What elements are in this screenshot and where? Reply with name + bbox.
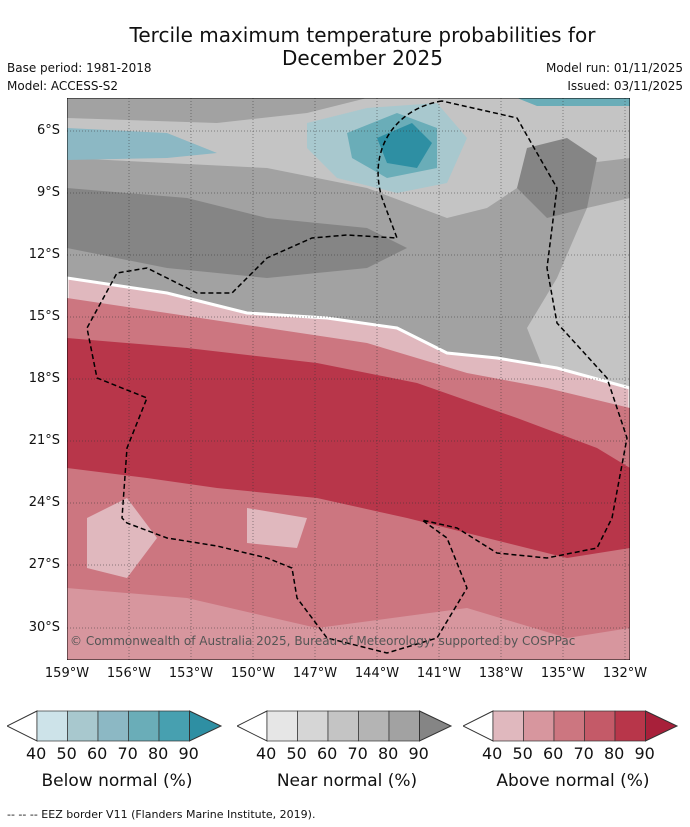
lon-label: 153°W <box>168 666 214 681</box>
lat-label: 27°S <box>28 557 60 572</box>
colorbar-tick: 60 <box>317 744 338 763</box>
colorbar-tick: 50 <box>512 744 533 763</box>
colorbar-tick: 50 <box>286 744 307 763</box>
lon-label: 141°W <box>416 666 462 681</box>
model-run: Model run: 01/11/2025 <box>545 61 683 75</box>
colorbar-swatch <box>67 710 99 742</box>
colorbar-tick: 70 <box>573 744 594 763</box>
colorbar-title: Near normal (%) <box>276 771 418 791</box>
colorbar-tick: 70 <box>347 744 368 763</box>
below-normal-core <box>377 123 432 168</box>
colorbar-title: Below normal (%) <box>41 771 193 791</box>
colorbar-swatch <box>492 710 524 742</box>
colorbar-swatch <box>128 710 160 742</box>
gridlines <box>67 98 630 660</box>
base-period: Base period: 1981-2018 <box>7 61 152 75</box>
colorbar-swatch <box>158 710 190 742</box>
colorbar-swatch <box>7 710 38 742</box>
colorbar-swatch <box>358 710 390 742</box>
issued-date: Issued: 03/11/2025 <box>567 79 683 93</box>
lat-label: 12°S <box>28 247 60 262</box>
lon-label: 138°W <box>478 666 524 681</box>
colorbar-swatch <box>614 710 646 742</box>
colorbar-swatch <box>523 710 555 742</box>
colorbar <box>463 710 679 742</box>
title-line-1: Tercile maximum temperature probabilitie… <box>129 23 596 47</box>
colorbar-tick: 40 <box>482 744 503 763</box>
lon-label: 132°W <box>602 666 648 681</box>
near-normal-high-region-east <box>517 138 597 218</box>
lon-label: 150°W <box>230 666 276 681</box>
colorbar-title: Above normal (%) <box>496 771 650 791</box>
near-normal-east-region <box>527 198 630 388</box>
lat-label: 15°S <box>28 309 60 324</box>
colorbar-tick: 70 <box>117 744 138 763</box>
colorbar-swatch <box>463 710 494 742</box>
model: Model: ACCESS-S2 <box>7 79 119 93</box>
colorbar-tick: 90 <box>178 744 199 763</box>
colorbar <box>7 710 223 742</box>
lon-label: 147°W <box>292 666 338 681</box>
footnote: -- -- -- EEZ border V11 (Flanders Marine… <box>7 808 316 821</box>
title-line-2: December 2025 <box>282 46 443 70</box>
colorbar-swatch <box>297 710 329 742</box>
colorbar-swatch <box>36 710 68 742</box>
colorbar-swatch <box>419 710 453 742</box>
eez-border <box>86 100 628 654</box>
colorbar-tick: 80 <box>378 744 399 763</box>
colorbar-swatch <box>189 710 223 742</box>
lon-label: 156°W <box>106 666 152 681</box>
lat-label: 9°S <box>36 185 60 200</box>
colorbar-tick: 90 <box>634 744 655 763</box>
lat-label: 24°S <box>28 495 60 510</box>
near-normal-high-region <box>67 188 407 278</box>
colorbar-swatch <box>97 710 129 742</box>
colorbar-swatch <box>266 710 298 742</box>
below-normal-ne <box>517 98 630 106</box>
colorbar-tick: 60 <box>87 744 108 763</box>
colorbar-tick: 90 <box>408 744 429 763</box>
colorbar-tick: 40 <box>26 744 47 763</box>
above-normal-low-patch-2 <box>247 508 307 548</box>
colorbar-swatch <box>237 710 268 742</box>
colorbar-tick: 60 <box>543 744 564 763</box>
colorbar-swatch <box>645 710 679 742</box>
lon-label: 159°W <box>44 666 90 681</box>
map-title: Tercile maximum temperature probabilitie… <box>0 24 690 70</box>
above-normal-low-patch <box>87 498 157 578</box>
colorbar-tick: 80 <box>148 744 169 763</box>
lat-label: 18°S <box>28 371 60 386</box>
colorbar-tick: 80 <box>604 744 625 763</box>
lat-label: 30°S <box>28 620 60 635</box>
lon-label: 135°W <box>540 666 586 681</box>
colorbar-swatch <box>553 710 585 742</box>
colorbar-swatch <box>327 710 359 742</box>
lat-label: 21°S <box>28 433 60 448</box>
below-normal-west-region <box>67 128 217 160</box>
above-normal-south <box>67 588 630 660</box>
above-normal-high <box>67 338 630 558</box>
lat-label: 6°S <box>36 123 60 138</box>
probability-map <box>67 98 630 660</box>
lon-label: 144°W <box>354 666 400 681</box>
colorbar-tick: 50 <box>56 744 77 763</box>
colorbar-tick: 40 <box>256 744 277 763</box>
colorbar-swatch <box>388 710 420 742</box>
colorbar <box>237 710 453 742</box>
colorbar-swatch <box>584 710 616 742</box>
copyright: © Commonwealth of Australia 2025, Bureau… <box>70 634 576 648</box>
